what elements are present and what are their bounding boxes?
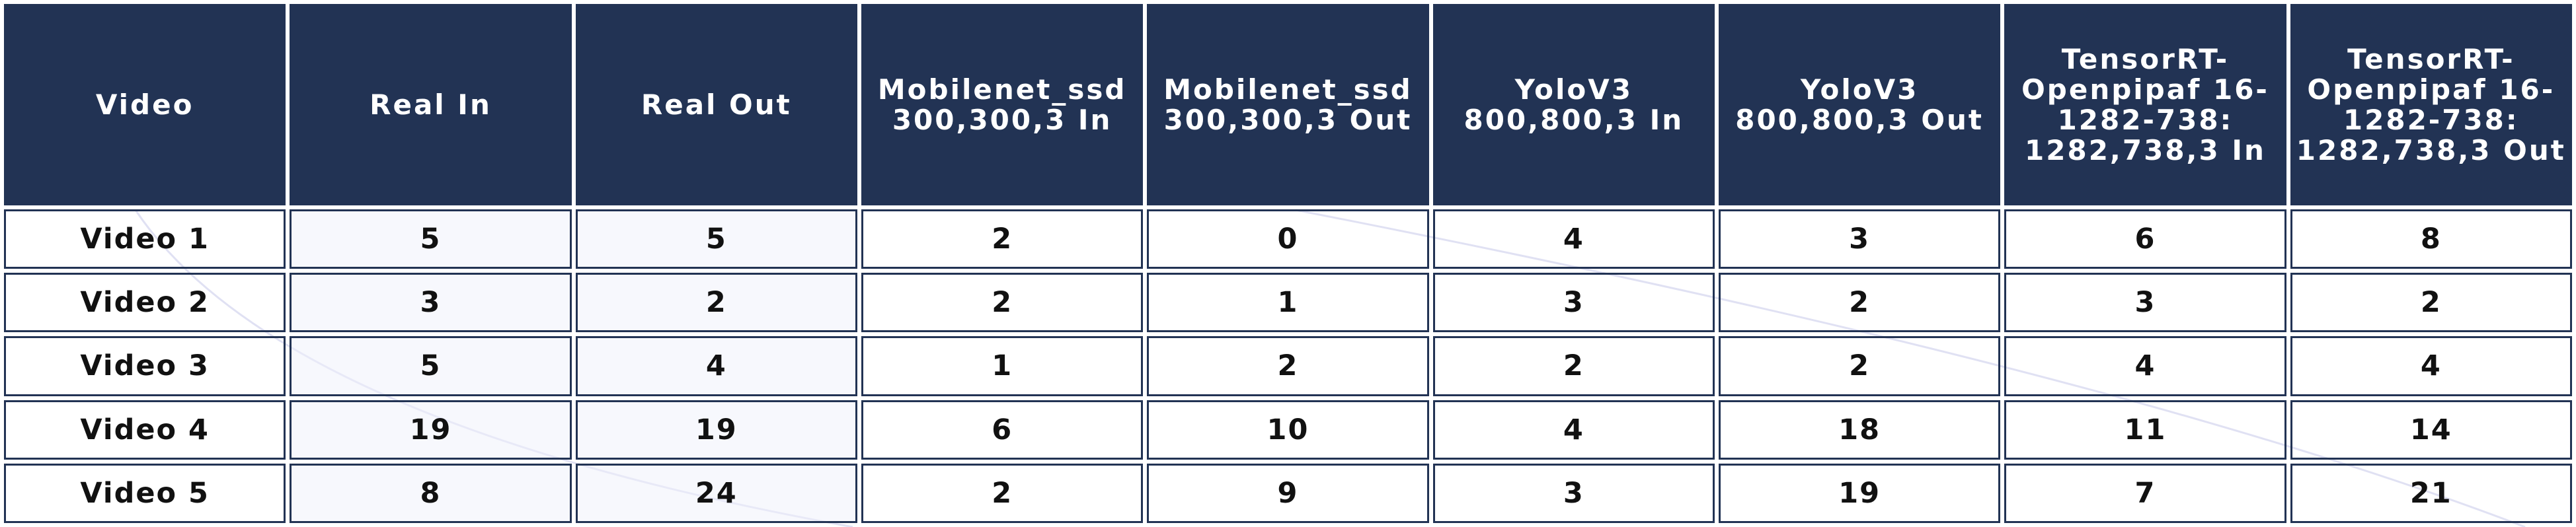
cell-tensorrt-in: 7 xyxy=(2004,463,2286,523)
header-mobilenet-in: Mobilenet_ssd 300,300,3 In xyxy=(861,4,1144,205)
header-video: Video xyxy=(4,4,286,205)
cell-tensorrt-in: 4 xyxy=(2004,336,2286,396)
cell-tensorrt-out: 8 xyxy=(2290,209,2572,269)
cell-video-name: Video 4 xyxy=(4,400,286,460)
header-mobilenet-out: Mobilenet_ssd 300,300,3 Out xyxy=(1147,4,1429,205)
cell-mobilenet-out: 1 xyxy=(1147,273,1429,333)
cell-real-out: 19 xyxy=(575,400,857,460)
cell-real-in: 5 xyxy=(290,209,572,269)
header-yolov3-in: YoloV3 800,800,3 In xyxy=(1432,4,1715,205)
cell-real-in: 3 xyxy=(290,273,572,333)
cell-yolov3-in: 3 xyxy=(1432,463,1715,523)
cell-tensorrt-out: 4 xyxy=(2290,336,2572,396)
cell-video-name: Video 1 xyxy=(4,209,286,269)
cell-tensorrt-in: 11 xyxy=(2004,400,2286,460)
cell-video-name: Video 5 xyxy=(4,463,286,523)
cell-tensorrt-out: 21 xyxy=(2290,463,2572,523)
cell-yolov3-out: 18 xyxy=(1718,400,2001,460)
cell-yolov3-out: 2 xyxy=(1718,273,2001,333)
cell-real-out: 5 xyxy=(575,209,857,269)
cell-video-name: Video 3 xyxy=(4,336,286,396)
cell-tensorrt-out: 2 xyxy=(2290,273,2572,333)
table-row: Video 1 5 5 2 0 4 3 6 8 xyxy=(4,209,2572,269)
table-row: Video 3 5 4 1 2 2 2 4 4 xyxy=(4,336,2572,396)
cell-yolov3-in: 2 xyxy=(1432,336,1715,396)
cell-mobilenet-in: 2 xyxy=(861,209,1144,269)
table-row: Video 2 3 2 2 1 3 2 3 2 xyxy=(4,273,2572,333)
cell-mobilenet-in: 1 xyxy=(861,336,1144,396)
header-tensorrt-in: TensorRT-Openpipaf 16-1282-738: 1282,738… xyxy=(2004,4,2286,205)
cell-mobilenet-out: 9 xyxy=(1147,463,1429,523)
table-row: Video 4 19 19 6 10 4 18 11 14 xyxy=(4,400,2572,460)
table-header-row: Video Real In Real Out Mobilenet_ssd 300… xyxy=(4,4,2572,205)
cell-tensorrt-in: 3 xyxy=(2004,273,2286,333)
cell-yolov3-out: 3 xyxy=(1718,209,2001,269)
header-real-out: Real Out xyxy=(575,4,857,205)
cell-yolov3-in: 3 xyxy=(1432,273,1715,333)
cell-mobilenet-in: 2 xyxy=(861,273,1144,333)
header-real-in: Real In xyxy=(290,4,572,205)
cell-real-in: 5 xyxy=(290,336,572,396)
cell-real-out: 4 xyxy=(575,336,857,396)
header-tensorrt-out: TensorRT-Openpipaf 16-1282-738: 1282,738… xyxy=(2290,4,2572,205)
cell-mobilenet-in: 6 xyxy=(861,400,1144,460)
cell-tensorrt-out: 14 xyxy=(2290,400,2572,460)
cell-yolov3-out: 2 xyxy=(1718,336,2001,396)
cell-mobilenet-in: 2 xyxy=(861,463,1144,523)
cell-yolov3-out: 19 xyxy=(1718,463,2001,523)
cell-yolov3-in: 4 xyxy=(1432,400,1715,460)
header-yolov3-out: YoloV3 800,800,3 Out xyxy=(1718,4,2001,205)
cell-real-in: 8 xyxy=(290,463,572,523)
cell-mobilenet-out: 0 xyxy=(1147,209,1429,269)
cell-video-name: Video 2 xyxy=(4,273,286,333)
cell-mobilenet-out: 10 xyxy=(1147,400,1429,460)
table-row: Video 5 8 24 2 9 3 19 7 21 xyxy=(4,463,2572,523)
cell-yolov3-in: 4 xyxy=(1432,209,1715,269)
cell-tensorrt-in: 6 xyxy=(2004,209,2286,269)
cell-real-out: 2 xyxy=(575,273,857,333)
cell-mobilenet-out: 2 xyxy=(1147,336,1429,396)
cell-real-out: 24 xyxy=(575,463,857,523)
cell-real-in: 19 xyxy=(290,400,572,460)
